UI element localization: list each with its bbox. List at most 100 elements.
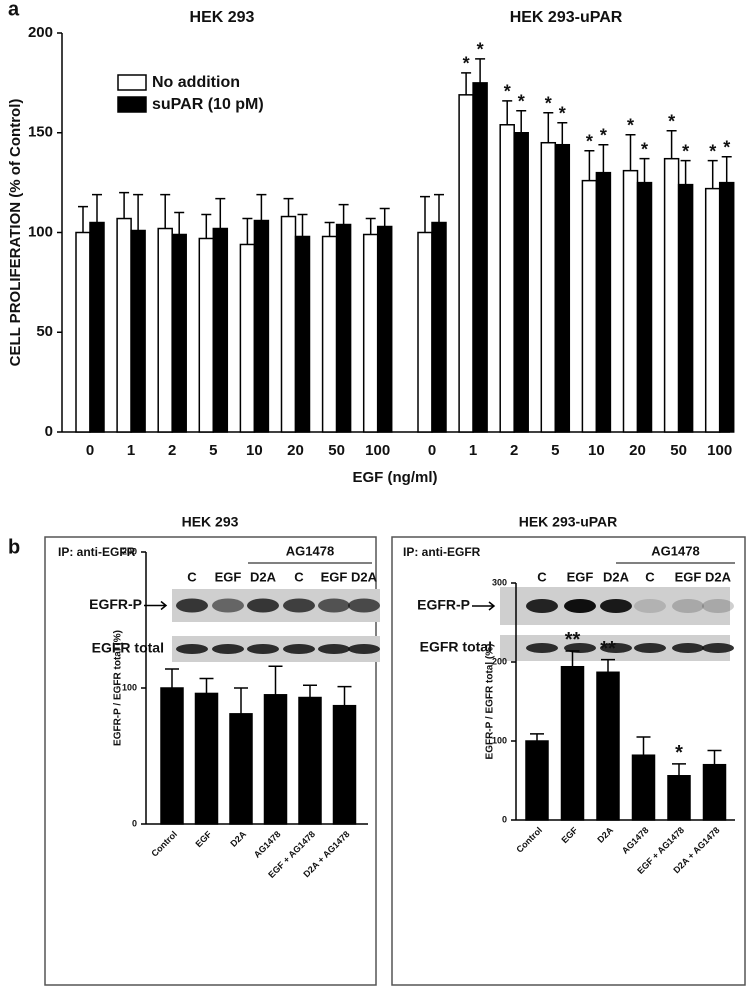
error-bar [530,733,544,741]
bar [294,235,311,433]
error-bar [165,668,179,688]
error-bar [625,133,636,171]
error-bar [283,197,294,217]
group-title: HEK 293 [190,9,255,26]
x-tick-label: EGF [193,829,214,850]
error-bar [707,159,718,189]
blot-band [526,643,558,653]
blot-band [176,644,208,654]
x-tick-label: 0 [428,442,436,459]
bar [663,157,680,433]
bar [581,179,598,433]
error-bar [601,658,615,673]
chart-title: HEK 293 [182,514,239,530]
significance: * [463,54,470,74]
y-tick-label: 100 [28,223,53,240]
significance: * [641,139,648,159]
blot-band [283,644,315,654]
bar [417,231,433,433]
bar [212,227,229,433]
bar [335,223,352,433]
bar [321,235,338,433]
blot-row-label: EGFR-P [417,597,470,613]
blot-band [672,599,704,613]
y-tick-label: 100 [122,682,137,692]
error-bar [242,217,253,245]
bar [622,169,639,433]
lane-label: EGF [567,569,594,584]
blot-band [212,644,244,654]
bar [431,221,447,433]
blot-band [600,643,632,653]
error-bar [666,130,677,159]
y-tick-label: 200 [492,656,507,666]
error-bar [365,217,376,235]
bar [718,181,735,433]
lane-label: C [537,569,547,584]
group-title: HEK 293-uPAR [510,9,623,26]
blot-band [526,599,558,613]
bar [229,713,253,825]
x-tick-label: D2A [228,829,248,849]
error-bar [475,58,486,83]
x-tick-label: 5 [551,442,559,459]
error-bar [119,191,130,219]
blot-band [564,599,596,613]
legend-swatch [117,96,147,113]
bar [499,124,515,433]
bar [704,187,721,433]
bar [160,687,184,825]
blot-arrow [144,600,168,611]
error-bar [174,211,185,235]
bar [332,704,357,825]
blot-row-label: EGFR total [92,640,164,656]
error-bar [543,112,554,143]
blot-band [247,598,279,613]
bar [239,243,256,433]
error-bar [256,193,267,221]
error-bar [721,155,732,183]
blot-band [348,644,380,654]
bar [554,143,571,433]
x-tick-label: 10 [246,442,263,459]
bar [298,696,322,825]
significance: ** [565,629,581,651]
blot-ip: IP: anti-EGFR [403,545,481,559]
y-tick-label: 0 [132,818,137,828]
lane-label: C [187,569,197,584]
blot-row-label: EGFR-P [89,596,142,612]
error-bar [337,685,352,706]
error-bar [324,221,335,237]
lane-label: EGF [215,569,242,584]
y-tick-label: 0 [502,814,507,824]
error-bar [199,677,214,694]
bar [280,215,297,433]
x-tick-label: Control [149,829,179,859]
significance: * [682,141,689,161]
y-tick-label: 150 [28,124,53,141]
bar [198,237,215,433]
error-bar [234,687,248,714]
blot-band [247,644,279,654]
bar [194,692,219,825]
blot-band [348,598,380,613]
x-tick-label: 2 [168,442,176,459]
error-bar [160,193,171,229]
error-bar [420,195,430,233]
blot-ip: IP: anti-EGFR [58,545,136,559]
panel-label: b [8,536,20,558]
y-tick-label: 300 [492,577,507,587]
lane-label: D2A [351,569,378,584]
lane-label: EGF [321,569,348,584]
blot-band [212,598,244,613]
error-bar [379,207,390,227]
lane-label: C [645,569,655,584]
bar [702,763,727,821]
bar [253,219,270,433]
significance: * [545,94,552,114]
panel-label: a [8,0,20,20]
bar [116,217,132,433]
blot-row-label: EGFR total [420,639,492,655]
panel-box [391,536,746,986]
